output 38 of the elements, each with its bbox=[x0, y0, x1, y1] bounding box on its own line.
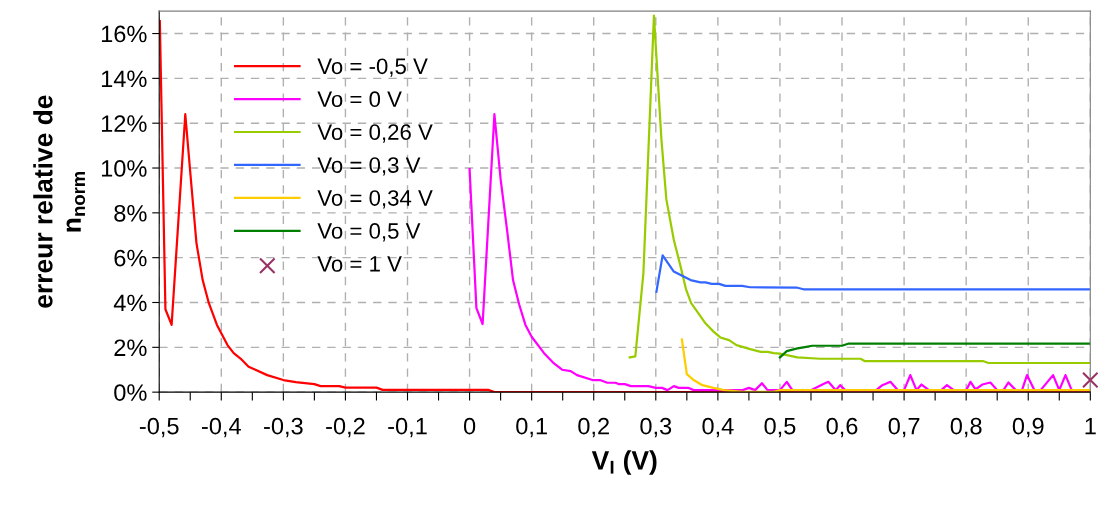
y-tick-label: 6% bbox=[114, 249, 147, 267]
y-tick-label: 16% bbox=[101, 25, 147, 43]
x-tick-label: 0,5 bbox=[764, 417, 796, 438]
y-tick-label: 0% bbox=[114, 384, 147, 401]
legend-label: Vo = 0,3 V bbox=[317, 157, 421, 176]
y-axis-title: erreur relative de n$_{norm}$ bbox=[33, 95, 86, 308]
y-tick-label: 12% bbox=[101, 115, 147, 132]
x-tick-label: 0,4 bbox=[702, 417, 734, 438]
y-tick-label: 2% bbox=[114, 339, 147, 357]
legend-label: Vo = 0,5 V bbox=[317, 223, 421, 242]
x-tick-label: -0,1 bbox=[388, 417, 427, 438]
y-tick-label: 10% bbox=[101, 160, 147, 177]
x-tick-label: 1 bbox=[1085, 418, 1096, 435]
x-tick-label: -0,5 bbox=[139, 417, 179, 438]
y-tick-label: 8% bbox=[114, 204, 147, 222]
x-tick-label: 0,1 bbox=[516, 417, 547, 438]
x-tick-label: 0 bbox=[463, 417, 476, 435]
x-tick-label: -0,2 bbox=[326, 417, 365, 438]
line-series bbox=[655, 254, 1091, 293]
x-tick-label: 0,2 bbox=[578, 417, 609, 438]
x-tick-label: 0,7 bbox=[888, 417, 920, 438]
legend-label: Vo = 0,26 V bbox=[317, 124, 433, 143]
line-series bbox=[628, 14, 1091, 365]
x-tick-label: -0,3 bbox=[264, 417, 303, 438]
legend-label: Vo = 1 V bbox=[317, 256, 402, 272]
x-tick-label: 0,8 bbox=[950, 417, 982, 438]
y-tick-label: 4% bbox=[113, 294, 147, 312]
x-axis-title: V$_{I}$ (V) bbox=[591, 450, 657, 475]
line-series bbox=[680, 338, 1091, 393]
x-tick-label: 0,6 bbox=[826, 417, 858, 438]
y-tick-label: 14% bbox=[101, 70, 147, 88]
legend-label: Vo = 0 V bbox=[317, 91, 402, 108]
legend-label: Vo = 0,34 V bbox=[317, 190, 433, 209]
x-tick-label: 0,9 bbox=[1012, 417, 1044, 438]
legend-label: Vo = -0,5 V bbox=[317, 58, 428, 77]
line-series bbox=[778, 342, 1091, 359]
x-tick-label: -0,4 bbox=[201, 417, 241, 438]
x-tick-label: 0,3 bbox=[640, 417, 672, 438]
